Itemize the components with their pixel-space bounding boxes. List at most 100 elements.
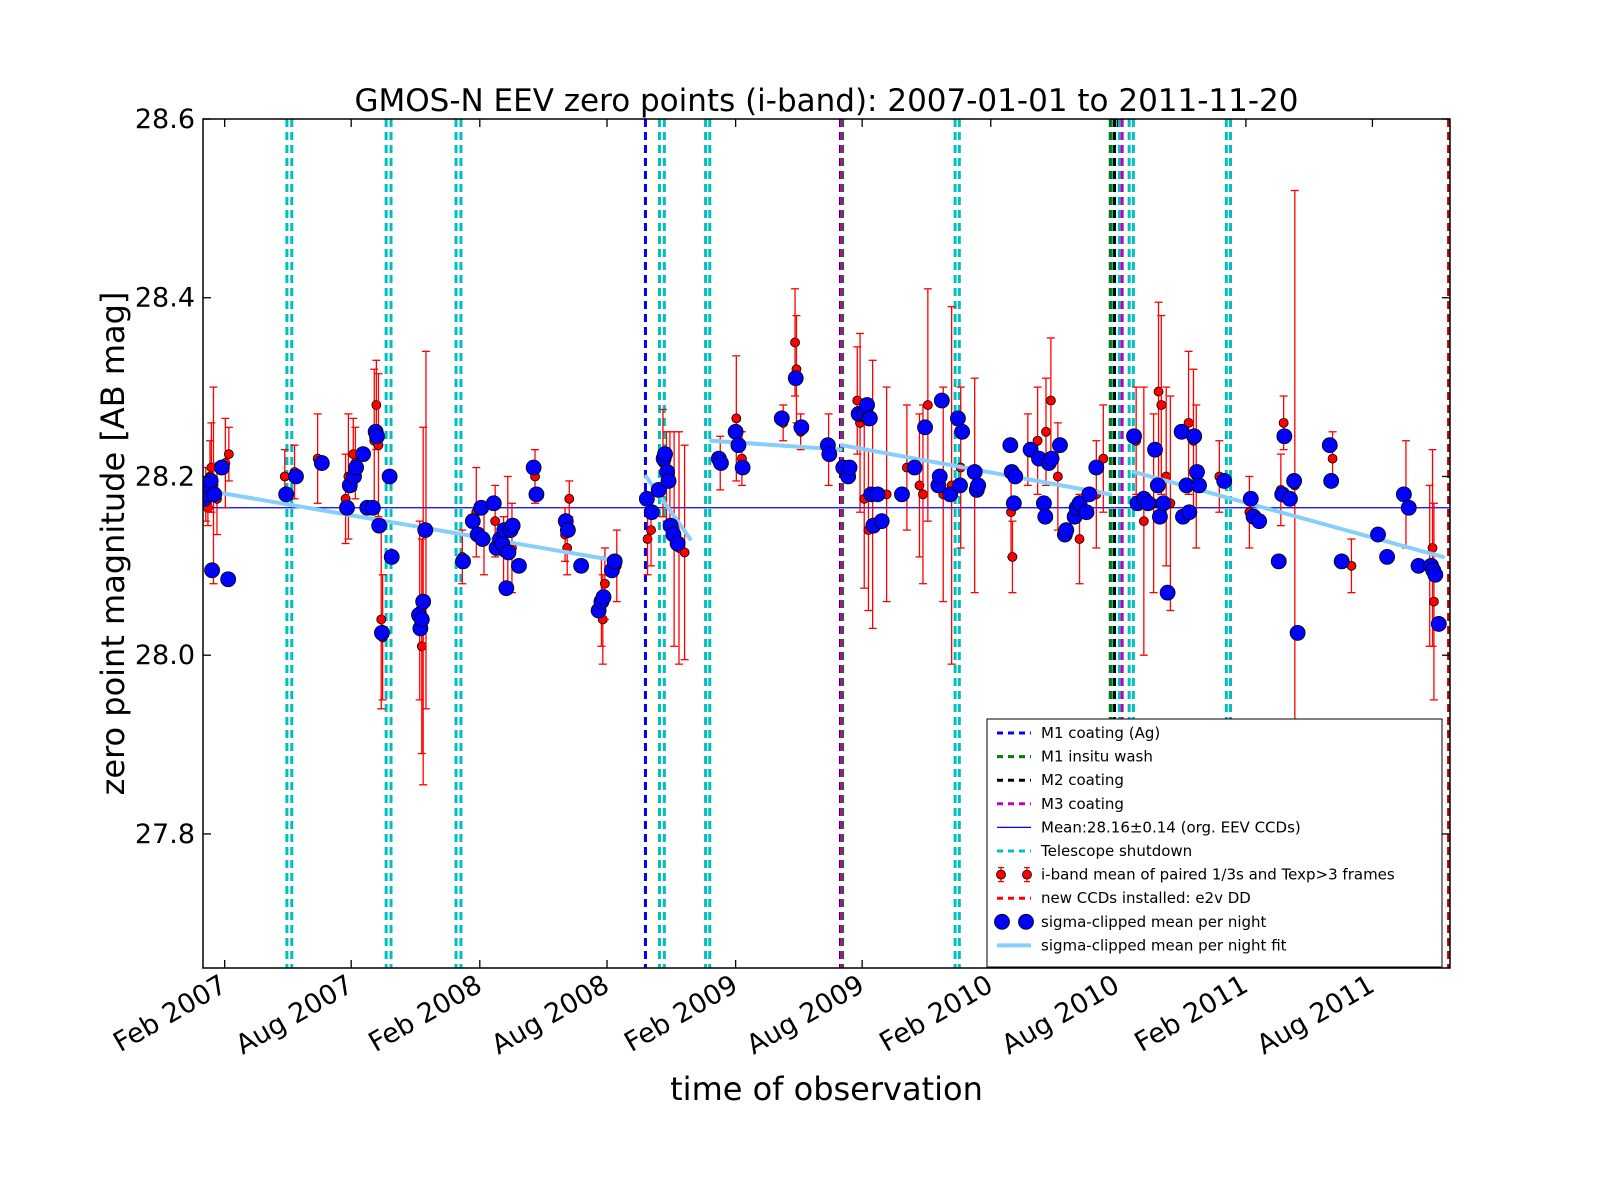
nightly-mean-point — [1043, 450, 1060, 467]
y-tick-label: 28.0 — [135, 640, 195, 671]
nightly-mean-point — [1289, 624, 1306, 641]
nightly-mean-point — [1242, 490, 1259, 507]
y-tick-label: 28.6 — [135, 104, 195, 135]
legend: M1 coating (Ag) M1 insitu wash M2 coating M… — [986, 718, 1443, 968]
nightly-mean-point — [1078, 504, 1095, 521]
nightly-mean-point — [1370, 526, 1386, 543]
legend-label: sigma-clipped mean per night — [1041, 913, 1267, 931]
nightly-mean-point — [727, 423, 744, 440]
nightly-mean-point — [528, 486, 545, 503]
nightly-mean-point — [204, 562, 220, 579]
nightly-mean-point — [1321, 437, 1338, 454]
errorbar-point — [223, 426, 234, 482]
nightly-mean-point — [371, 517, 388, 534]
nightly-mean-point — [773, 410, 790, 427]
nightly-mean-point — [1395, 486, 1412, 503]
nightly-mean-point — [1088, 459, 1105, 476]
nightly-mean-point — [1276, 428, 1293, 445]
legend-entry: M1 coating (Ag) — [997, 724, 1160, 742]
fit-segment — [203, 487, 623, 564]
errorbar-point — [1161, 386, 1172, 567]
nightly-mean-point — [355, 446, 371, 463]
x-tick-label: Aug 2008 — [486, 969, 614, 1061]
nightly-mean-point — [793, 419, 810, 436]
y-tick-label: 28.2 — [135, 461, 195, 492]
nightly-mean-point — [383, 549, 400, 565]
nightly-mean-point — [1323, 473, 1340, 489]
nightly-mean-point — [203, 473, 219, 489]
errorbar-point — [1183, 350, 1194, 495]
nightly-mean-point — [643, 504, 660, 521]
nightly-mean-point — [894, 486, 910, 503]
nightly-mean-point — [841, 459, 858, 476]
errorbar-point — [1052, 422, 1063, 531]
errorbar-point — [1138, 386, 1149, 656]
nightly-mean-point — [1126, 428, 1142, 445]
y-tick-label: 27.8 — [135, 819, 195, 850]
x-tick-label: Aug 2010 — [997, 969, 1125, 1061]
nightly-mean-point — [1159, 584, 1176, 601]
nightly-mean-point — [348, 459, 364, 476]
nightly-mean-point — [730, 437, 747, 454]
legend-entry: sigma-clipped mean per night — [994, 913, 1267, 931]
nightly-mean-point — [573, 557, 590, 574]
legend-label: M2 coating — [1041, 771, 1124, 789]
errorbar-point — [914, 413, 925, 558]
nightly-mean-point — [669, 535, 686, 552]
nightly-mean-point — [1007, 468, 1024, 485]
nightly-mean-point — [220, 571, 237, 588]
nightly-mean-point — [498, 580, 515, 597]
nightly-mean-point — [657, 446, 673, 463]
errorbar-point — [922, 288, 933, 522]
nightly-mean-point — [906, 459, 923, 476]
x-tick-label: Feb 2007 — [108, 969, 232, 1058]
nightly-mean-point — [861, 410, 878, 427]
errorbar-point — [1007, 520, 1018, 594]
nightly-mean-point — [713, 455, 729, 471]
nightly-mean-point — [859, 397, 875, 413]
legend-entry: M2 coating — [997, 771, 1124, 789]
errorbar-point — [373, 373, 384, 518]
nightly-mean-point — [278, 486, 295, 503]
nightly-mean-point — [1430, 616, 1447, 632]
nightly-mean-point — [417, 522, 434, 538]
x-tick-label: Aug 2007 — [231, 969, 359, 1061]
nightly-mean-point — [1251, 513, 1268, 530]
nightly-mean-point — [954, 423, 971, 440]
nightly-mean-point — [206, 486, 223, 503]
nightly-mean-point — [595, 589, 612, 606]
errorbar-point — [1156, 314, 1167, 495]
nightly-mean-point — [787, 370, 804, 387]
nightly-mean-point — [821, 446, 838, 463]
legend-entry: Telescope shutdown — [997, 842, 1192, 860]
nightly-mean-point — [415, 593, 432, 610]
nightly-mean-point — [931, 468, 948, 485]
x-tick-label: Feb 2011 — [1130, 969, 1254, 1058]
nightly-mean-point — [869, 486, 886, 503]
nightly-mean-point — [413, 611, 430, 628]
legend-label: M1 insitu wash — [1041, 748, 1153, 766]
legend-entry: new CCDs installed: e2v DD — [997, 889, 1251, 907]
legend-label: M3 coating — [1041, 795, 1124, 813]
y-tick-label: 28.4 — [135, 283, 195, 314]
legend-entry: M1 insitu wash — [997, 748, 1153, 766]
nightly-mean-point — [474, 531, 491, 547]
nightly-mean-point — [966, 464, 983, 480]
nightly-mean-point — [1035, 495, 1052, 512]
nightly-mean-point — [950, 410, 966, 427]
legend-label: Telescope shutdown — [1040, 842, 1192, 860]
nightly-mean-point — [213, 459, 230, 476]
nightly-mean-point — [381, 468, 398, 485]
chart-title: GMOS-N EEV zero points (i-band): 2007-01… — [354, 83, 1298, 119]
nightly-mean-point — [464, 513, 481, 530]
nightly-mean-point — [660, 473, 677, 489]
y-axis-label: zero point magnitude [AB mag] — [94, 292, 132, 796]
legend-entry: M3 coating — [997, 795, 1124, 813]
nightly-mean-point — [1002, 437, 1019, 454]
legend-label: new CCDs installed: e2v DD — [1041, 889, 1251, 907]
nightly-mean-point — [1181, 504, 1198, 521]
errorbar-point — [731, 355, 742, 482]
nightly-mean-point — [500, 544, 517, 561]
legend-label: M1 coating (Ag) — [1041, 724, 1160, 742]
